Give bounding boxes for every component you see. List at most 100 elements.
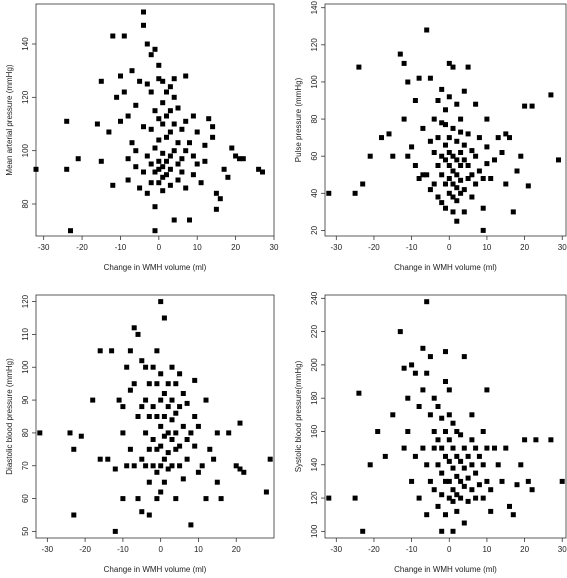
data-point (207, 446, 213, 452)
data-point (148, 89, 154, 95)
data-point (443, 142, 448, 148)
data-point (484, 116, 490, 122)
data-point (156, 116, 162, 122)
data-point (124, 463, 130, 469)
data-point (435, 163, 441, 168)
data-point (71, 446, 77, 452)
data-point (458, 190, 464, 196)
y-tick-label: 120 (21, 90, 30, 104)
data-point (427, 187, 433, 193)
data-point (450, 194, 456, 200)
data-point (454, 429, 460, 434)
data-point (165, 466, 171, 472)
data-point (503, 445, 509, 451)
data-point (141, 9, 146, 15)
data-point (112, 466, 118, 472)
data-point (233, 153, 239, 159)
data-point (164, 89, 169, 95)
data-point (237, 420, 243, 426)
data-point (237, 466, 243, 472)
data-point (435, 462, 441, 468)
plot-frame (324, 294, 567, 539)
data-point (183, 185, 189, 191)
data-point (412, 453, 418, 459)
data-point (476, 168, 482, 174)
data-point (152, 228, 158, 234)
data-point (454, 492, 460, 498)
data-point (431, 116, 437, 122)
y-tick-label: 120 (21, 294, 30, 308)
data-point (450, 153, 456, 159)
y-tick-label: 70 (21, 461, 30, 470)
data-point (484, 445, 490, 451)
data-point (164, 158, 169, 164)
data-point (154, 469, 160, 475)
data-point (446, 190, 452, 196)
data-point (160, 100, 166, 106)
data-point (473, 470, 479, 476)
data-point (450, 64, 456, 70)
data-point (188, 522, 194, 528)
data-point (71, 512, 77, 518)
x-tick-label: 30 (558, 545, 567, 554)
data-point (446, 437, 452, 443)
data-point (165, 381, 171, 387)
data-point (167, 153, 173, 159)
data-point (110, 33, 116, 39)
x-tick-label: -10 (406, 243, 418, 252)
data-point (469, 172, 475, 178)
data-point (427, 75, 433, 81)
data-point (409, 144, 415, 150)
data-point (499, 150, 505, 155)
data-point (488, 508, 494, 514)
data-point (401, 445, 407, 451)
data-point (33, 166, 39, 172)
data-point (420, 445, 426, 451)
data-point (454, 198, 460, 204)
data-point (154, 414, 160, 419)
data-point (439, 445, 445, 451)
data-point (169, 364, 175, 370)
data-point (439, 492, 445, 498)
data-point (199, 463, 205, 469)
data-point (514, 482, 520, 488)
x-tick-label: -20 (368, 545, 380, 554)
plot-frame (35, 3, 275, 237)
data-point (473, 445, 479, 451)
data-point (184, 456, 190, 462)
data-point (158, 443, 164, 449)
x-tick-label: 10 (193, 243, 202, 252)
y-tick-label: 200 (310, 358, 319, 372)
data-point (443, 157, 448, 163)
data-point (454, 508, 460, 514)
data-point (213, 206, 219, 212)
y-tick-label: 90 (21, 395, 30, 404)
data-point (256, 166, 262, 172)
data-point (450, 465, 456, 471)
data-point (435, 135, 441, 141)
data-point (116, 397, 122, 403)
data-point (443, 349, 448, 355)
chart-panel-3: -30 -20 -10 0 10 20 50 60 70 80 90 100 110 120 Change … (5, 294, 275, 574)
y-tick-label: 40 (310, 188, 319, 197)
data-point (137, 185, 143, 191)
data-point (194, 129, 200, 135)
data-point (533, 437, 539, 443)
data-point (267, 456, 273, 462)
data-point (420, 387, 426, 393)
data-point (492, 445, 497, 451)
data-point (431, 395, 437, 401)
data-point (424, 172, 430, 178)
data-point (158, 489, 164, 495)
data-point (184, 437, 190, 442)
data-point (177, 443, 183, 449)
data-point (141, 124, 146, 130)
data-point (183, 73, 189, 79)
data-point (443, 205, 448, 211)
data-point (375, 429, 381, 434)
data-point (75, 156, 81, 162)
data-point (211, 456, 217, 462)
data-point (143, 397, 149, 403)
data-point (195, 423, 201, 429)
data-point (213, 190, 219, 196)
